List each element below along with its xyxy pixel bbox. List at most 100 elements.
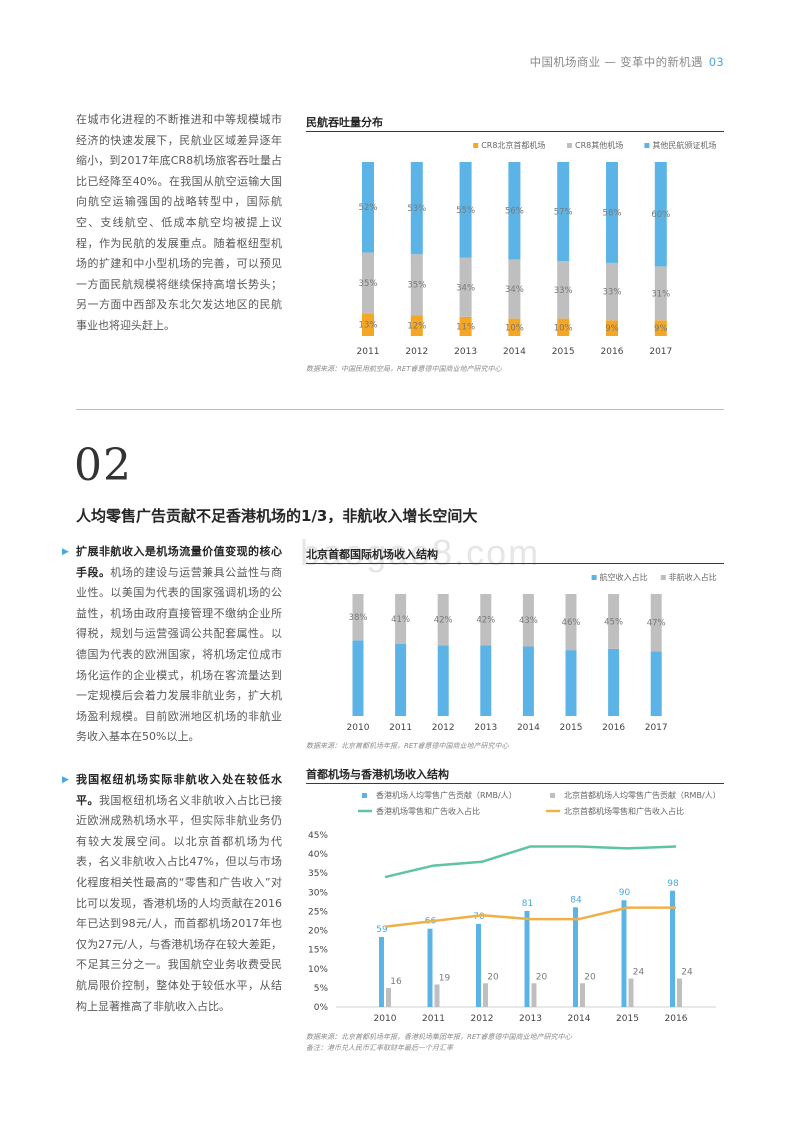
- chart2-bar-2015-s1: [565, 594, 577, 651]
- bullet1-lead: 扩展非航收入是机场流量价值变现的核心手段。: [76, 545, 282, 579]
- chart3-ytick-6: 30%: [308, 888, 328, 898]
- chart3-note: 备注：港币兑人民币汇率取财年最后一个月汇率: [306, 1044, 453, 1052]
- chart1-bar-2013-s1: [459, 257, 472, 317]
- chart1-label-2016-s2: 58%: [603, 208, 622, 218]
- intro-paragraph: 在城市化进程的不断推进和中等规模城市经济的快速发展下，民航业区域差异逐年缩小，到…: [76, 113, 282, 332]
- chart3-bar-hk-label-2013: 81: [522, 899, 533, 909]
- chart1-xtick-2017: 2017: [649, 347, 672, 357]
- chart3-bar-hk-2011: [427, 928, 433, 1007]
- chart3-ytick-7: 35%: [308, 869, 328, 879]
- chart3-ytick-4: 20%: [308, 927, 328, 937]
- chart3-xtick-2010: 2010: [374, 1014, 397, 1024]
- chart1-label-2015-s1: 33%: [554, 286, 573, 296]
- chart3-line-1: [384, 906, 676, 928]
- chart3-bar-bj-2013: [531, 983, 537, 1007]
- chart1-label-2014-s0: 10%: [505, 323, 524, 333]
- chart3-bar-hk-2015: [621, 900, 627, 1007]
- legend-label-2: 其他民航颁证机场: [652, 140, 716, 150]
- chart1-bar-2013-s2: [459, 162, 472, 258]
- chart3-bar-hk-2014: [573, 907, 578, 1007]
- chart1-throughput-distribution: CR8北京首都机场 CR8其他机场 其他民航颁证机场 13% 35% 52% 2011 12%…: [357, 140, 717, 357]
- chart2-bar-2010-s0: [352, 640, 364, 716]
- chart3-xtick-2013: 2013: [519, 1014, 542, 1024]
- chart2-xtick-2011: 2011: [389, 723, 412, 733]
- chart2-xtick-2012: 2012: [432, 723, 455, 733]
- chart3-bar-bj-2012: [483, 983, 488, 1007]
- chart3-legend-label-3: 北京首都机场零售和广告收入占比: [564, 806, 684, 816]
- chart1-label-2017-s1: 31%: [651, 289, 670, 299]
- chart3-line-0: [384, 845, 677, 879]
- chart1-bar-2015-s0: [557, 318, 570, 336]
- chart1-label-2015-s2: 57%: [554, 208, 573, 218]
- chart2-xtick-2013: 2013: [474, 723, 497, 733]
- chart1-label-2011-s1: 35%: [359, 279, 378, 289]
- bullet2-lead: 我国枢纽机场实际非航收入处在较低水平。: [76, 773, 282, 807]
- chart3-legend-swatch-0: [362, 793, 367, 798]
- chart1-bar-2017-s1: [654, 266, 667, 321]
- chart1-xtick-2012: 2012: [405, 347, 428, 357]
- chart3-legend-swatch-1: [550, 793, 555, 798]
- section-number: 02: [74, 440, 132, 491]
- chart1-bar-2012-s0: [410, 315, 423, 336]
- chart3-legend-label-2: 香港机场零售和广告收入占比: [376, 806, 480, 816]
- bullet1-paragraph: 扩展非航收入是机场流量价值变现的核心手段。机场的建设与运营兼具公益性与商业性。以…: [76, 542, 282, 748]
- chart3-xtick-2014: 2014: [568, 1014, 591, 1024]
- chart2-label-2017: 47%: [647, 619, 666, 629]
- chart2-bar-2012-s0: [437, 645, 449, 716]
- chart2-bar-2010-s1: [352, 594, 364, 641]
- chart1-label-2015-s0: 10%: [554, 323, 573, 333]
- chart2-bar-2013-s0: [480, 645, 492, 716]
- chart3-bar-bj-2011: [434, 984, 440, 1007]
- chart3-bar-bj-label-2012: 20: [487, 972, 499, 982]
- chart3-bar-bj-label-2016: 24: [681, 968, 693, 978]
- chart1-label-2013-s1: 34%: [456, 283, 475, 293]
- legend-swatch-2: [644, 143, 650, 148]
- chart3-bar-bj-label-2011: 19: [439, 973, 451, 983]
- chart3-bar-hk-2010: [379, 937, 384, 1007]
- chart1-title-rule: [306, 131, 724, 132]
- chart1-label-2016-s1: 33%: [603, 288, 622, 298]
- chart1-label-2013-s2: 55%: [456, 206, 475, 216]
- chart1-bar-2012-s2: [410, 162, 423, 255]
- chart1-bar-2014-s2: [508, 162, 521, 260]
- chart2-label-2012: 42%: [434, 616, 453, 626]
- chart2-xtick-2010: 2010: [347, 723, 370, 733]
- chart2-xtick-2016: 2016: [602, 723, 625, 733]
- chart2-bar-2013-s1: [480, 594, 492, 646]
- chart2-title-rule: [306, 563, 724, 564]
- chart1-bar-2016-s0: [606, 320, 618, 336]
- watermark-text: baogao8.com: [300, 532, 541, 573]
- chart3-xtick-2011: 2011: [422, 1014, 445, 1024]
- chart1-bar-2015-s1: [557, 261, 570, 319]
- legend-swatch-1: [660, 575, 666, 580]
- chart1-xtick-2013: 2013: [454, 347, 477, 357]
- chart3-ytick-1: 5%: [314, 984, 329, 994]
- chart2-xtick-2017: 2017: [645, 723, 668, 733]
- chart3-xtick-2012: 2012: [471, 1014, 494, 1024]
- chart2-bar-2012-s1: [437, 594, 449, 646]
- chart3-ytick-8: 40%: [308, 850, 328, 860]
- chart1-xtick-2014: 2014: [503, 347, 526, 357]
- chart1-label-2011-s0: 13%: [359, 321, 378, 331]
- chart3-bar-hk-label-2012: 70: [473, 912, 485, 922]
- chart3-bar-bj-label-2014: 20: [584, 972, 596, 982]
- chart2-bar-2015-s0: [565, 650, 577, 716]
- chart1-xtick-2011: 2011: [357, 347, 380, 357]
- chart3-source: 数据来源：北京首都机场年报，香港机场集团年报，RET睿意德中国商业地产研究中心: [306, 1033, 572, 1041]
- chart3-airport-revenue-comparison: 香港机场人均零售广告贡献（RMB/人） 北京首都机场人均零售广告贡献（RMB/人）…: [308, 790, 721, 1024]
- header-title: 中国机场商业 — 变革中的新机遇: [529, 55, 703, 69]
- chart2-xtick-2014: 2014: [517, 723, 540, 733]
- triangle-bullet-icon: ▶: [62, 775, 69, 785]
- running-header: 中国机场商业 — 变革中的新机遇 03: [530, 54, 724, 70]
- chart3-bar-bj-label-2010: 16: [390, 977, 402, 987]
- chart2-bar-2014-s1: [522, 594, 534, 647]
- chart2-title: 北京首都国际机场收入结构: [306, 548, 438, 561]
- section-title: 人均零售广告贡献不足香港机场的1/3，非航收入增长空间大: [76, 507, 478, 525]
- chart1-bar-2011-s1: [362, 252, 374, 314]
- chart1-label-2012-s1: 35%: [407, 281, 426, 291]
- chart1-label-2017-s0: 9%: [654, 324, 668, 334]
- chart1-bar-2013-s0: [459, 316, 472, 336]
- chart3-xtick-2015: 2015: [616, 1014, 639, 1024]
- chart2-label-2015: 46%: [562, 618, 581, 628]
- chart3-bar-bj-label-2015: 24: [633, 968, 645, 978]
